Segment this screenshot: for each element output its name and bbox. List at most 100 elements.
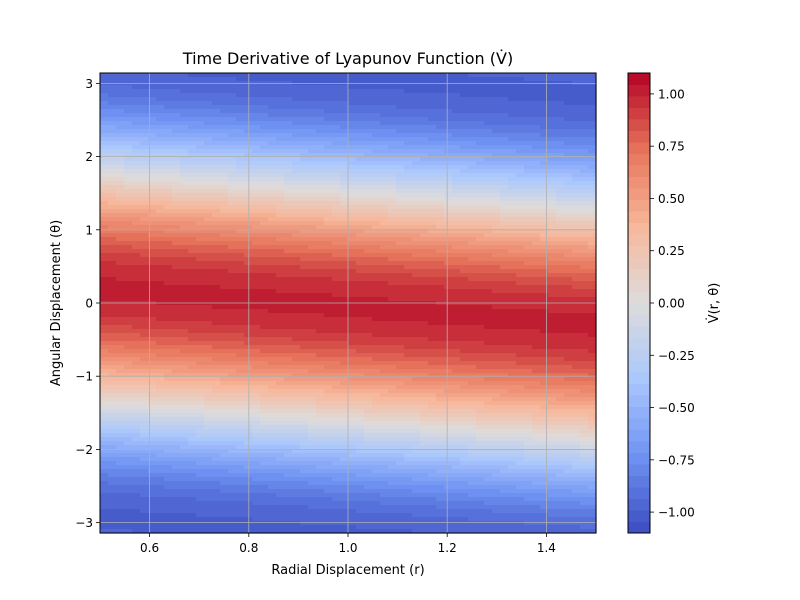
- contour-cell: [228, 153, 237, 158]
- contour-cell: [188, 93, 197, 98]
- contour-cell: [348, 185, 357, 190]
- contour-cell: [380, 257, 389, 262]
- contour-cell: [100, 77, 109, 82]
- contour-cell: [252, 325, 261, 330]
- contour-cell: [300, 365, 309, 370]
- contour-cell: [188, 373, 197, 378]
- contour-cell: [260, 365, 269, 370]
- contour-cell: [148, 237, 157, 242]
- contour-cell: [196, 157, 205, 162]
- contour-cell: [324, 93, 333, 98]
- contour-cell: [380, 349, 389, 354]
- contour-cell: [100, 281, 109, 286]
- contour-cell: [180, 77, 189, 82]
- contour-cell: [388, 237, 397, 242]
- contour-cell: [268, 477, 277, 482]
- contour-cell: [268, 129, 277, 134]
- contour-cell: [196, 165, 205, 170]
- contour-cell: [372, 105, 381, 110]
- contour-cell: [348, 325, 357, 330]
- contour-cell: [284, 293, 293, 298]
- contour-cell: [108, 189, 117, 194]
- contour-cell: [428, 433, 437, 438]
- contour-cell: [308, 185, 317, 190]
- contour-cell: [332, 441, 341, 446]
- contour-cell: [324, 397, 333, 402]
- contour-cell: [308, 253, 317, 258]
- contour-cell: [116, 157, 125, 162]
- contour-cell: [268, 293, 277, 298]
- contour-cell: [332, 389, 341, 394]
- contour-cell: [356, 501, 365, 506]
- contour-cell: [412, 237, 421, 242]
- contour-cell: [228, 117, 237, 122]
- contour-cell: [252, 165, 261, 170]
- contour-cell: [356, 405, 365, 410]
- contour-cell: [220, 413, 229, 418]
- contour-cell: [292, 173, 301, 178]
- contour-cell: [188, 417, 197, 422]
- contour-cell: [300, 469, 309, 474]
- contour-cell: [308, 453, 317, 458]
- contour-cell: [356, 401, 365, 406]
- contour-cell: [340, 109, 349, 114]
- contour-cell: [140, 145, 149, 150]
- contour-cell: [436, 449, 445, 454]
- contour-cell: [228, 237, 237, 242]
- contour-cell: [412, 129, 421, 134]
- contour-cell: [116, 89, 125, 94]
- contour-cell: [228, 225, 237, 230]
- contour-cell: [372, 417, 381, 422]
- contour-cell: [260, 241, 269, 246]
- contour-cell: [284, 149, 293, 154]
- contour-cell: [356, 233, 365, 238]
- contour-cell: [300, 229, 309, 234]
- contour-cell: [380, 329, 389, 334]
- contour-cell: [148, 269, 157, 274]
- contour-cell: [132, 473, 141, 478]
- contour-cell: [324, 285, 333, 290]
- contour-cell: [324, 425, 333, 430]
- contour-cell: [220, 149, 229, 154]
- contour-cell: [116, 429, 125, 434]
- contour-cell: [380, 381, 389, 386]
- contour-cell: [356, 237, 365, 242]
- contour-cell: [188, 137, 197, 142]
- contour-cell: [172, 497, 181, 502]
- contour-cell: [276, 153, 285, 158]
- contour-cell: [300, 457, 309, 462]
- contour-cell: [180, 293, 189, 298]
- contour-cell: [444, 193, 453, 198]
- contour-cell: [148, 121, 157, 126]
- contour-cell: [340, 501, 349, 506]
- contour-cell: [148, 337, 157, 342]
- contour-cell: [364, 173, 373, 178]
- contour-cell: [108, 433, 117, 438]
- contour-cell: [260, 473, 269, 478]
- contour-cell: [300, 113, 309, 118]
- contour-cell: [372, 529, 381, 534]
- contour-cell: [348, 113, 357, 118]
- contour-cell: [324, 293, 333, 298]
- contour-cell: [212, 133, 221, 138]
- contour-cell: [404, 393, 413, 398]
- contour-cell: [228, 313, 237, 318]
- contour-cell: [132, 445, 141, 450]
- contour-cell: [268, 393, 277, 398]
- contour-cell: [356, 341, 365, 346]
- contour-cell: [260, 213, 269, 218]
- contour-cell: [188, 513, 197, 518]
- contour-cell: [116, 509, 125, 514]
- contour-cell: [204, 317, 213, 322]
- contour-cell: [276, 201, 285, 206]
- contour-cell: [220, 273, 229, 278]
- contour-cell: [236, 281, 245, 286]
- contour-cell: [308, 509, 317, 514]
- contour-cell: [172, 129, 181, 134]
- contour-cell: [372, 305, 381, 310]
- contour-cell: [236, 373, 245, 378]
- contour-cell: [244, 93, 253, 98]
- contour-cell: [156, 149, 165, 154]
- contour-cell: [380, 261, 389, 266]
